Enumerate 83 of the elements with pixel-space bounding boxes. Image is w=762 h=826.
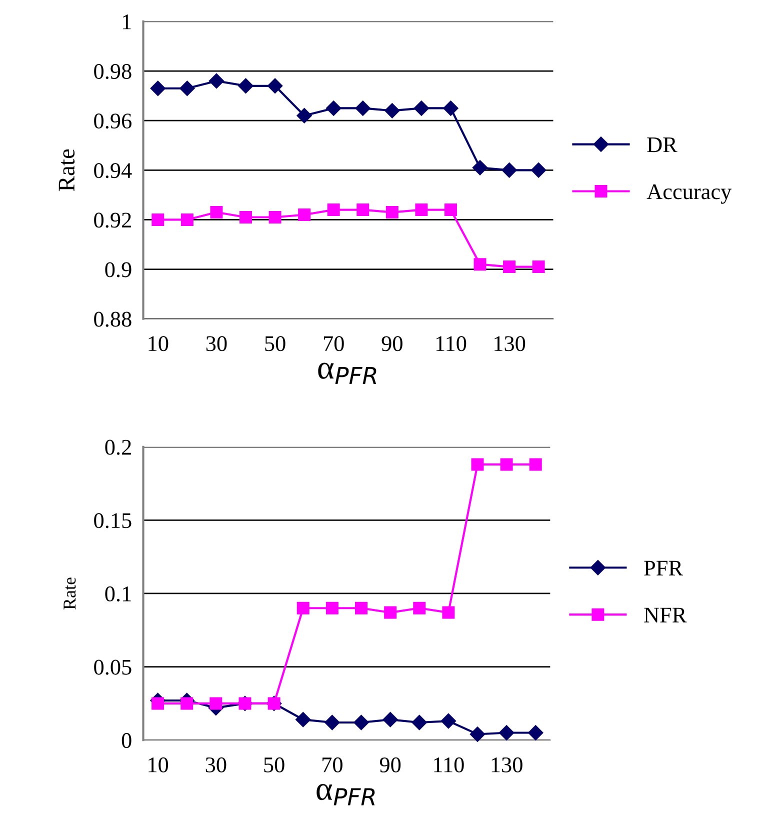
y-tick-label: 0 [122, 733, 132, 748]
point [503, 260, 516, 274]
point [239, 210, 252, 224]
x-tick-label: 90 [380, 757, 401, 772]
point [474, 258, 486, 271]
point [296, 712, 311, 728]
point [298, 208, 311, 222]
y-tick-label: 0.05 [94, 660, 132, 675]
y-axis-title: Rate [58, 149, 75, 192]
point [470, 726, 486, 742]
point [238, 78, 254, 94]
y-tick-label: 0.15 [94, 513, 132, 528]
y-tick-label: 0.2 [105, 440, 131, 455]
point [413, 602, 426, 614]
legend-label: DR [647, 138, 678, 152]
x-tick-label: 10 [148, 336, 168, 352]
point [412, 714, 427, 730]
x-tick-label: 70 [324, 336, 344, 352]
x-tick-label: 30 [206, 757, 226, 772]
point [500, 458, 513, 471]
x-tick-label: 130 [492, 757, 522, 772]
y-tick-label: 0.1 [105, 586, 131, 602]
legend-label: PFR [644, 560, 684, 576]
point [152, 697, 164, 710]
x-axis-title: α$_{PFR}$ [318, 362, 376, 384]
y-tick-label: 0.96 [94, 114, 132, 129]
x-tick-label: 70 [322, 757, 342, 772]
point [267, 78, 283, 94]
x-tick-label: 90 [382, 336, 402, 352]
point [531, 162, 546, 178]
point [152, 213, 164, 226]
point [502, 162, 517, 178]
point [386, 206, 398, 219]
y-axis-title: Rate [64, 578, 76, 610]
point [296, 602, 310, 614]
y-tick-label: 1 [122, 14, 131, 30]
y-tick-label: 0.9 [105, 262, 132, 278]
point [415, 204, 428, 216]
x-tick-label: 130 [494, 336, 526, 352]
point [471, 458, 484, 471]
point [444, 204, 457, 216]
point [355, 100, 370, 116]
x-tick-label: 10 [148, 757, 168, 772]
y-tick-label: 0.92 [94, 212, 131, 228]
x-tick-label: 50 [264, 757, 284, 772]
point [326, 602, 338, 614]
point [327, 204, 340, 216]
point [208, 73, 224, 89]
x-tick-label: 50 [265, 336, 286, 352]
x-tick-label: 110 [436, 336, 466, 352]
point [528, 725, 544, 740]
point [414, 100, 430, 116]
point [384, 606, 397, 619]
point [356, 204, 370, 216]
legend-label: NFR [644, 608, 687, 622]
point [442, 606, 455, 619]
point [324, 714, 340, 730]
point [180, 80, 195, 96]
point [210, 697, 222, 710]
point [296, 108, 312, 124]
point [268, 210, 282, 224]
point [440, 713, 456, 729]
point [354, 714, 369, 730]
point [326, 100, 342, 116]
x-tick-label: 30 [206, 336, 227, 352]
point [180, 697, 194, 710]
point [443, 100, 458, 116]
point [384, 103, 400, 118]
point [382, 712, 398, 728]
x-tick-label: 110 [434, 757, 464, 772]
point [498, 725, 514, 740]
point [150, 80, 166, 96]
point [210, 206, 223, 219]
y-tick-label: 0.88 [94, 312, 132, 327]
legend-label: Accuracy [646, 184, 732, 204]
y-tick-label: 0.98 [94, 64, 132, 80]
y-tick-label: 0.94 [94, 163, 132, 178]
point [532, 260, 545, 274]
point [180, 213, 194, 226]
point [472, 160, 488, 176]
x-axis-title: α$_{PFR}$ [316, 784, 375, 806]
point [354, 602, 368, 614]
point [529, 458, 542, 471]
